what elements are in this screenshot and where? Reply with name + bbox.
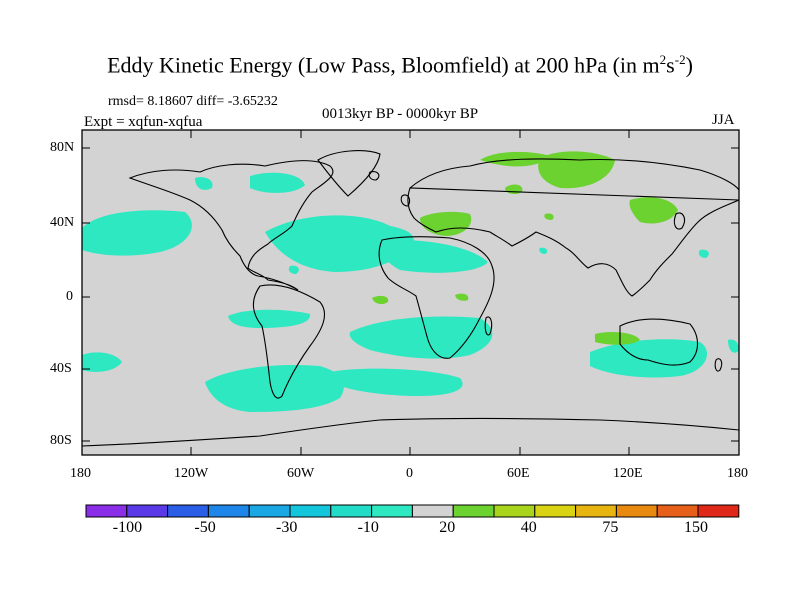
lat-label: 40N: [50, 215, 75, 230]
coast-north-america: [128, 160, 334, 291]
coast-antarctica: [82, 417, 739, 447]
colorbar-box: [371, 504, 413, 518]
experiment-label: Expt = xqfun-xqfua: [84, 114, 203, 130]
colorbar-box: [207, 504, 250, 518]
coast-africa: [378, 236, 495, 359]
lon-label: 0: [406, 466, 413, 481]
colorbar-box: [330, 504, 373, 518]
coast-greenland: [317, 150, 381, 197]
colorbar-label: 20: [439, 519, 456, 536]
negative-anomaly-regions: [82, 172, 739, 412]
lon-label: 180: [70, 466, 91, 481]
colorbar-box: [452, 504, 495, 518]
colorbar-box: [167, 504, 209, 518]
colorbar-label: 40: [520, 519, 537, 536]
coast-eurasia: [407, 158, 739, 297]
lat-label: 80S: [50, 433, 72, 448]
stats-label: rmsd= 8.18607 diff= -3.65232: [108, 94, 278, 109]
map-title: Eddy Kinetic Energy (Low Pass, Bloomfiel…: [107, 52, 693, 78]
lon-label: 180: [727, 466, 748, 481]
lon-label: 60E: [507, 466, 530, 481]
season-label: JJA: [712, 112, 735, 128]
colorbar-label: -50: [194, 519, 216, 536]
colorbar-box: [411, 504, 454, 518]
colorbar-box: [534, 504, 577, 518]
lat-label: 0: [66, 289, 73, 304]
lat-label: 40S: [50, 361, 72, 376]
coastlines: [82, 150, 739, 447]
colorbar-box: [289, 504, 332, 518]
coast-britain: [400, 194, 411, 207]
axis-ticks: [81, 130, 740, 455]
lon-label: 120E: [613, 466, 643, 481]
colorbar-label: -30: [276, 519, 298, 536]
coast-madagascar: [484, 316, 493, 336]
lon-label: 120W: [174, 466, 209, 481]
coast-japan: [673, 212, 685, 230]
colorbar-box: [575, 504, 617, 518]
colorbar-box: [126, 504, 169, 518]
colorbar-label: 75: [602, 519, 619, 536]
colorbar-label: -10: [357, 519, 379, 536]
colorbar-box: [697, 504, 740, 518]
lon-label: 60W: [287, 466, 315, 481]
colorbar-box: [248, 504, 291, 518]
coast-australia: [619, 318, 699, 366]
coast-south-america: [252, 284, 325, 399]
colorbar-box: [85, 504, 128, 518]
colorbar: [85, 504, 740, 518]
coast-iceland: [368, 171, 380, 181]
coast-new-zealand: [714, 358, 723, 372]
lat-label: 80N: [50, 140, 75, 155]
colorbar-box: [493, 504, 536, 518]
period-label: 0013kyr BP - 0000kyr BP: [322, 106, 479, 122]
colorbar-label: 150: [684, 519, 708, 536]
colorbar-label: -100: [112, 519, 143, 536]
colorbar-box: [656, 504, 699, 518]
colorbar-box: [615, 504, 658, 518]
